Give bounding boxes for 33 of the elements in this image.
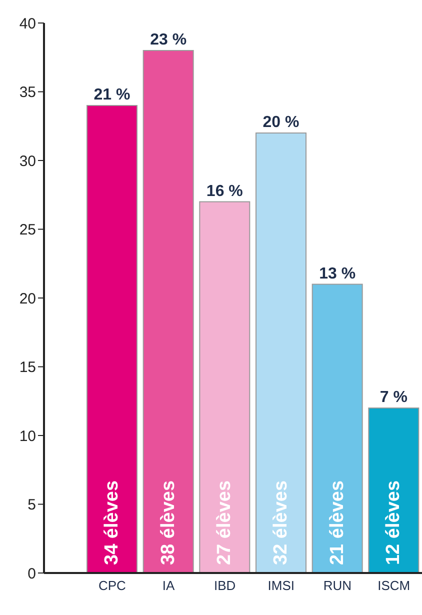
bar <box>312 284 363 573</box>
data-label: 27 élèves <box>214 480 236 565</box>
bar <box>199 201 250 573</box>
y-tick-label: 0 <box>28 565 36 582</box>
bar <box>142 50 194 573</box>
x-tick-label: CPC <box>98 578 126 594</box>
y-tick-label: 30 <box>19 152 36 170</box>
data-label: 34 élèves <box>102 480 122 565</box>
annotation: 21 % <box>94 86 130 104</box>
y-tick-label: 40 <box>19 15 36 32</box>
x-tick-label: RUN <box>323 578 352 594</box>
data-label: 21 élèves <box>326 480 348 565</box>
x-tick-label: ISCM <box>378 578 410 594</box>
bar <box>256 132 306 573</box>
y-tick-label: 15 <box>19 359 36 376</box>
data-label: 12 élèves <box>383 480 404 565</box>
annotation: 7 % <box>380 389 408 406</box>
y-tick-label: 35 <box>19 84 36 102</box>
x-tick-label: IMSI <box>268 578 295 594</box>
bar <box>368 408 420 573</box>
x-tick-label: IBD <box>214 578 236 594</box>
y-tick-label: 20 <box>19 290 36 308</box>
annotation: 20 % <box>262 114 300 131</box>
annotation: 23 % <box>150 32 187 48</box>
bar <box>86 105 138 573</box>
y-tick-label: 10 <box>19 428 36 445</box>
data-label: 32 élèves <box>270 480 292 565</box>
annotation: 13 % <box>319 265 356 282</box>
annotation: 16 % <box>206 182 243 200</box>
x-tick-label: IA <box>162 578 175 594</box>
data-label: 38 élèves <box>158 480 179 565</box>
y-tick-label: 5 <box>28 496 36 514</box>
y-tick-label: 25 <box>19 222 36 239</box>
